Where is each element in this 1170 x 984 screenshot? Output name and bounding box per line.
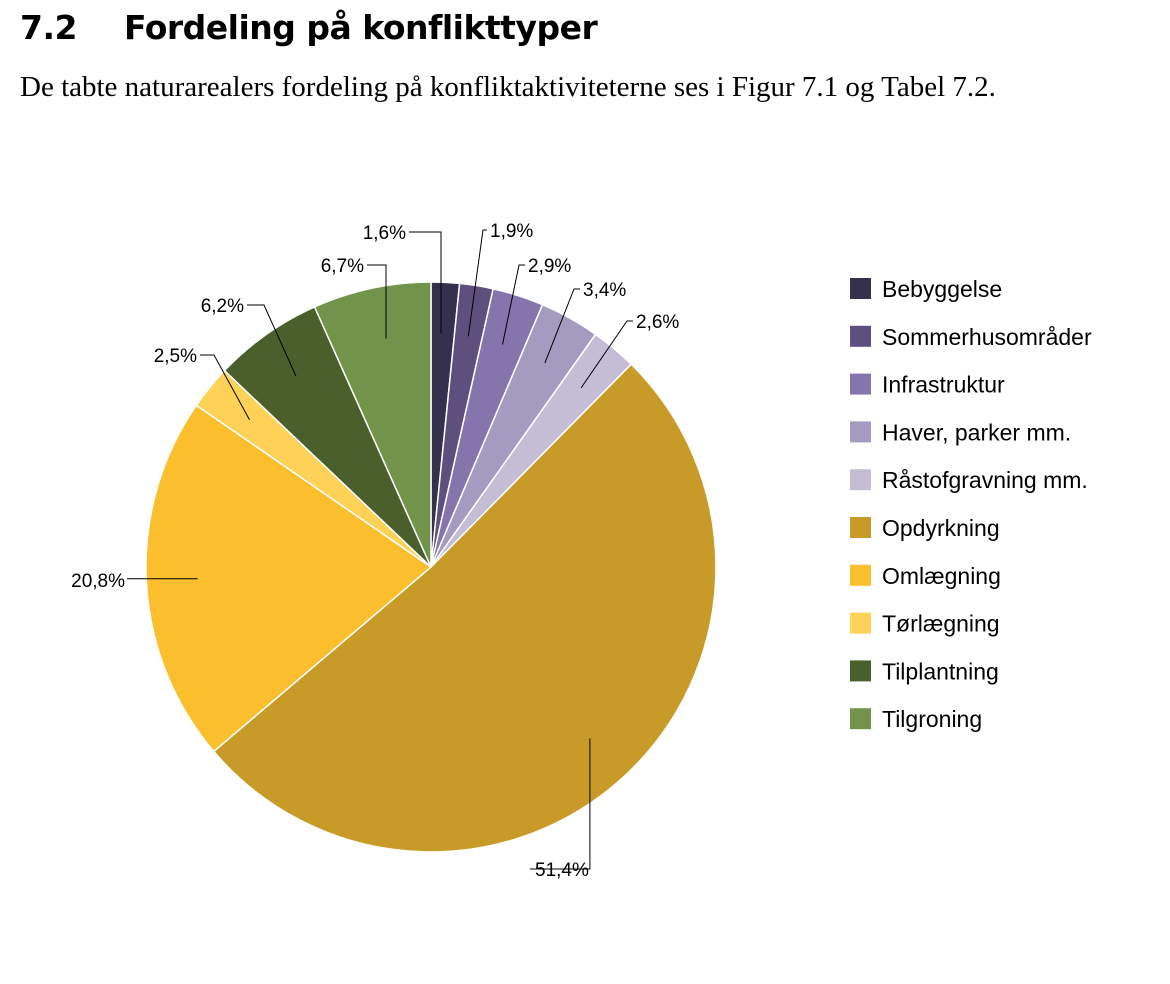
data-label-raastofgravning-mm: 2,6%	[636, 312, 679, 333]
leader-line-opdyrkning	[530, 738, 591, 870]
leader-lines	[127, 229, 633, 870]
legend: Bebyggelse Sommerhusområder Infrastruktur H…	[850, 276, 1092, 732]
legend-swatch-opdyrkning	[850, 517, 871, 538]
section-heading: 7.2 Fordeling på konflikttyper	[20, 8, 598, 47]
legend-label-bebyggelse: Bebyggelse	[882, 276, 1002, 302]
pie-slice-omlaegning	[145, 404, 433, 753]
leader-line-sommerhusomraader	[467, 229, 487, 337]
legend-label-tilplantning: Tilplantning	[882, 658, 999, 684]
legend-label-raastofgravning-mm: Råstofgravning mm.	[882, 467, 1088, 493]
data-label-haver-parker-mm: 3,4%	[583, 280, 626, 301]
leader-line-tilgroning	[367, 264, 387, 339]
data-label-tilgroning: 6,7%	[321, 256, 364, 277]
legend-swatch-haver-parker-mm	[850, 421, 871, 443]
intro-paragraph: De tabte naturarealers fordeling på konf…	[20, 71, 996, 103]
legend-swatch-raastofgravning-mm	[850, 469, 871, 491]
leader-line-tilplantning	[247, 304, 297, 377]
data-labels: 1,6% 1,9% 2,9% 3,4% 2,6% 51,4% 20,8% 2,5% 6,2% 6,…	[71, 221, 679, 881]
section-number: 7.2	[20, 8, 77, 47]
leader-line-infrastruktur	[502, 264, 525, 345]
legend-swatch-infrastruktur	[850, 373, 871, 395]
legend-swatch-bebyggelse	[850, 278, 871, 299]
legend-swatch-toerlaegning	[850, 612, 871, 634]
leader-line-raastofgravning-mm	[580, 320, 633, 389]
data-label-tilplantning: 6,2%	[201, 296, 244, 317]
legend-swatch-sommerhusomraader	[850, 325, 871, 347]
pie-slice-tilgroning	[313, 281, 432, 568]
legend-label-tilgroning: Tilgroning	[882, 706, 982, 732]
data-label-bebyggelse: 1,6%	[363, 223, 406, 244]
data-label-omlaegning: 20,8%	[71, 571, 125, 592]
legend-swatch-omlaegning	[850, 564, 871, 586]
data-label-opdyrkning: 51,4%	[535, 860, 589, 881]
pie-slices	[145, 281, 717, 853]
data-label-sommerhusomraader: 1,9%	[490, 221, 533, 242]
pie-slice-opdyrkning	[212, 363, 717, 853]
legend-swatch-tilplantning	[850, 660, 871, 682]
legend-label-omlaegning: Omlægning	[882, 563, 1001, 589]
legend-label-infrastruktur: Infrastruktur	[882, 372, 1005, 398]
data-label-toerlaegning: 2,5%	[154, 346, 197, 367]
legend-label-haver-parker-mm: Haver, parker mm.	[882, 419, 1071, 445]
leader-line-toerlaegning	[200, 354, 250, 420]
legend-label-opdyrkning: Opdyrkning	[882, 515, 1000, 541]
leader-line-bebyggelse	[409, 231, 442, 334]
legend-label-toerlaegning: Tørlægning	[882, 611, 1000, 637]
section-title: Fordeling på konflikttyper	[124, 8, 598, 47]
leader-line-haver-parker-mm	[544, 288, 580, 364]
legend-swatch-tilgroning	[850, 708, 871, 730]
data-label-infrastruktur: 2,9%	[528, 256, 571, 277]
legend-label-sommerhusomraader: Sommerhusområder	[882, 324, 1092, 350]
